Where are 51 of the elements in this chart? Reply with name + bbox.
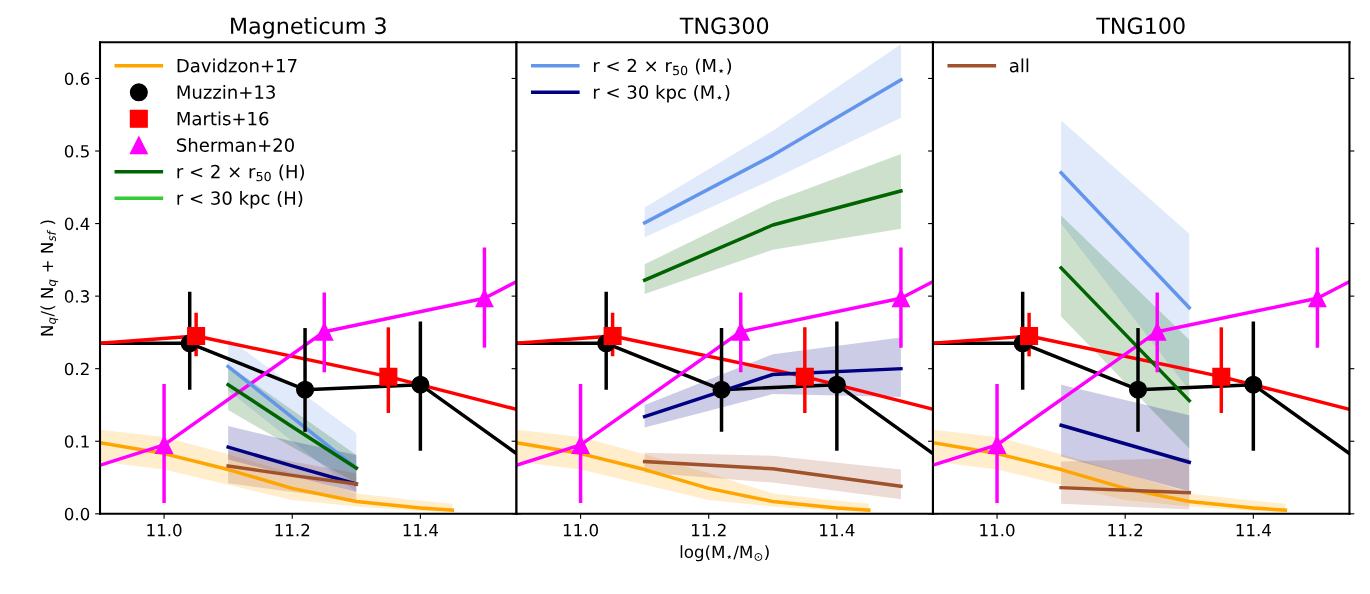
point xyxy=(411,375,430,394)
line-series xyxy=(100,279,517,467)
y-tick-label: 0.4 xyxy=(64,217,90,231)
y-axis-title: N$_{q}$/( N$_{q}$ + N$_{sf}$ ) xyxy=(40,220,59,336)
legend-label: r < 2 × r$_{50}$ (M$_{⋆}$) xyxy=(593,58,732,76)
point xyxy=(315,322,334,341)
point xyxy=(731,322,750,341)
point xyxy=(1244,375,1263,394)
x-tick-label: 11.2 xyxy=(1108,523,1143,537)
chart-title: TNG100 xyxy=(1096,17,1185,35)
x-tick-label: 11.4 xyxy=(1236,524,1271,537)
point xyxy=(379,367,398,386)
x-tick-label: 11.2 xyxy=(691,523,726,537)
y-tick-label: 0.1 xyxy=(64,435,89,448)
legend-label: Muzzin+13 xyxy=(177,84,275,99)
x-tick-label: 11.4 xyxy=(820,524,855,537)
point xyxy=(795,367,814,386)
legend-label: Sherman+20 xyxy=(177,137,294,152)
point xyxy=(1308,289,1327,308)
point xyxy=(1148,322,1167,341)
point xyxy=(155,435,174,454)
y-tick-label: 0.2 xyxy=(64,362,89,376)
legend-label: all xyxy=(1009,58,1029,73)
x-tick-label: 11.0 xyxy=(980,523,1015,537)
y-tick-label: 0.3 xyxy=(64,290,89,303)
y-tick-label: 0.6 xyxy=(64,72,90,86)
chart-title: TNG300 xyxy=(679,17,769,35)
point xyxy=(712,380,731,399)
legend-label: r < 30 kpc (H) xyxy=(177,190,303,209)
legend-label: r < 2 × r$_{50}$ (H) xyxy=(177,164,304,182)
point xyxy=(827,375,846,394)
y-tick-label: 0.5 xyxy=(64,144,89,158)
x-tick-label: 11.2 xyxy=(275,523,310,537)
point xyxy=(296,380,315,399)
point xyxy=(187,327,206,346)
x-tick-label: 11.0 xyxy=(147,523,182,537)
legend-label: Martis+16 xyxy=(177,111,269,126)
point xyxy=(1212,367,1231,386)
point xyxy=(603,327,622,346)
point xyxy=(475,289,494,308)
legend-label: r < 30 kpc (M$_{⋆}$) xyxy=(593,84,730,103)
x-tick-label: 11.0 xyxy=(563,523,599,537)
point xyxy=(988,435,1007,454)
x-axis-title: log(M$_{⋆}$/M$_{⊙}$) xyxy=(680,545,769,562)
x-tick-label: 11.4 xyxy=(403,524,438,537)
legend-label: Davidzon+17 xyxy=(177,58,297,73)
y-tick-label: 0.0 xyxy=(64,507,90,521)
point xyxy=(1020,327,1039,346)
point xyxy=(1128,380,1148,399)
chart-title: Magneticum 3 xyxy=(231,16,386,39)
point xyxy=(891,289,910,308)
